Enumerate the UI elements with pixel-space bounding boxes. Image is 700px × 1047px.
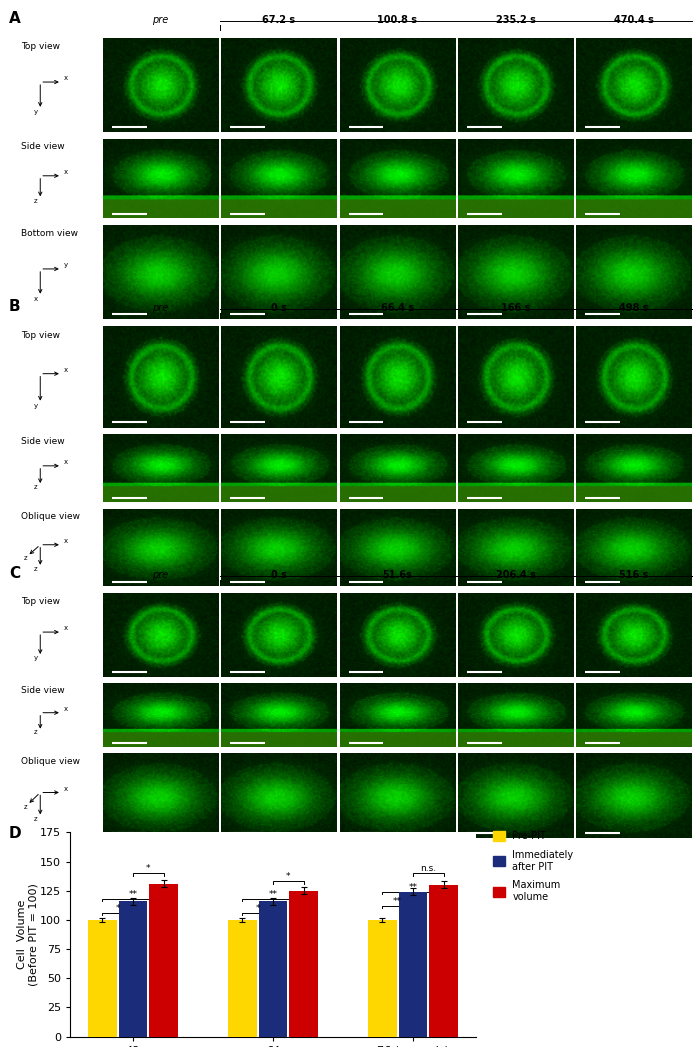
Text: y: y — [64, 262, 68, 268]
Text: x: x — [64, 366, 68, 373]
Text: n.s.: n.s. — [420, 864, 437, 873]
Text: C: C — [8, 565, 20, 581]
Text: 470.4 s: 470.4 s — [614, 15, 654, 25]
Text: 235.2 s: 235.2 s — [496, 15, 536, 25]
Text: x: x — [64, 75, 68, 81]
Text: 516 s: 516 s — [620, 570, 648, 580]
Text: 498 s: 498 s — [619, 303, 649, 313]
Text: **: ** — [129, 890, 137, 898]
Text: Bottom view: Bottom view — [21, 229, 78, 239]
Text: A: A — [8, 10, 20, 26]
Text: Side view: Side view — [21, 686, 64, 695]
Text: y: y — [34, 403, 38, 408]
Text: Side view: Side view — [21, 437, 64, 446]
Text: y: y — [34, 655, 38, 662]
Bar — [368, 920, 396, 1037]
Text: *: * — [286, 872, 290, 881]
Text: 51.6s: 51.6s — [382, 570, 412, 580]
Text: **: ** — [393, 896, 402, 906]
Text: z: z — [23, 804, 27, 810]
Legend: Pre-PIT, Immediately
after PIT, Maximum
volume: Pre-PIT, Immediately after PIT, Maximum … — [489, 827, 578, 906]
Text: Side view: Side view — [21, 142, 64, 151]
Bar — [429, 885, 458, 1037]
Text: z: z — [34, 566, 37, 572]
Text: 166 s: 166 s — [501, 303, 530, 313]
Bar — [118, 901, 147, 1037]
Text: Oblique view: Oblique view — [21, 512, 80, 521]
Y-axis label: Cell  Volume
(Before PIT = 100): Cell Volume (Before PIT = 100) — [17, 883, 38, 986]
Text: z: z — [23, 555, 27, 561]
Text: x: x — [64, 707, 68, 712]
Text: B: B — [8, 298, 20, 314]
Text: Top view: Top view — [21, 43, 60, 51]
Text: **: ** — [409, 883, 417, 891]
Text: Top view: Top view — [21, 597, 60, 605]
Text: Oblique view: Oblique view — [21, 757, 80, 766]
Text: x: x — [64, 625, 68, 631]
Text: 100.8 s: 100.8 s — [377, 15, 417, 25]
Text: *: * — [146, 864, 150, 873]
Text: *: * — [116, 904, 120, 913]
Text: z: z — [34, 730, 37, 735]
Text: 66.4 s: 66.4 s — [381, 303, 414, 313]
Bar — [398, 892, 427, 1037]
Text: x: x — [64, 170, 68, 175]
Text: z: z — [34, 816, 37, 822]
Text: y: y — [34, 109, 38, 115]
Text: x: x — [64, 538, 68, 544]
Text: pre: pre — [153, 303, 169, 313]
Text: **: ** — [269, 890, 277, 898]
Text: 67.2 s: 67.2 s — [262, 15, 295, 25]
Text: z: z — [34, 198, 37, 203]
Bar — [149, 884, 178, 1037]
Text: 0 s: 0 s — [271, 303, 287, 313]
Text: x: x — [64, 785, 68, 792]
Bar — [228, 920, 256, 1037]
Text: D: D — [8, 826, 22, 841]
Text: pre: pre — [153, 570, 169, 580]
Text: Top view: Top view — [21, 331, 60, 340]
Bar — [258, 901, 287, 1037]
Bar — [289, 891, 318, 1037]
Text: pre: pre — [153, 15, 169, 25]
Text: z: z — [34, 484, 37, 490]
Text: x: x — [34, 295, 38, 302]
Bar — [88, 920, 116, 1037]
Text: x: x — [64, 460, 68, 466]
Text: 206.4 s: 206.4 s — [496, 570, 536, 580]
Text: 0 s: 0 s — [271, 570, 287, 580]
Text: *: * — [256, 904, 260, 913]
